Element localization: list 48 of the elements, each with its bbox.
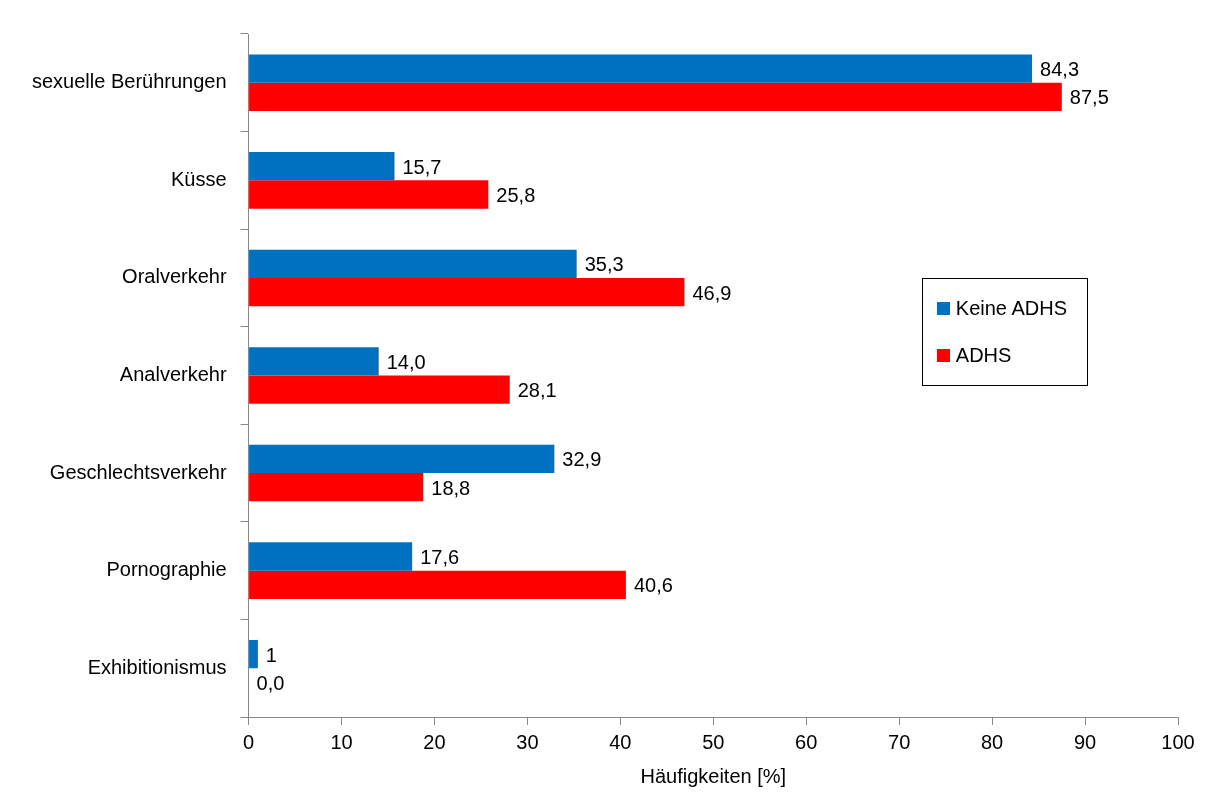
bar	[249, 82, 1062, 112]
x-tick-label: 80	[980, 730, 1004, 753]
data-label: 18,8	[431, 476, 471, 499]
bar	[249, 249, 577, 278]
bar	[249, 542, 413, 571]
y-tick-label: Pornographie	[106, 558, 227, 581]
bar	[249, 444, 555, 474]
y-tick-label: sexuelle Berührungen	[31, 70, 227, 93]
data-label: 0,0	[256, 671, 285, 694]
data-label: 40,6	[633, 574, 673, 597]
bar	[249, 473, 424, 502]
data-label: 17,6	[420, 546, 460, 569]
x-tick-label: 30	[516, 730, 539, 753]
x-tick-label: 90	[1073, 730, 1097, 753]
x-tick-label: 10	[330, 730, 353, 753]
y-tick-label: Oralverkehr	[122, 265, 227, 288]
bar	[249, 375, 510, 404]
x-tick-label: 60	[795, 730, 818, 753]
bar	[249, 639, 258, 669]
data-label: 1	[265, 643, 277, 666]
legend-label: ADHS	[955, 344, 1012, 367]
data-label: 84,3	[1040, 58, 1080, 81]
data-label: 14,0	[386, 350, 426, 373]
bar	[249, 180, 489, 209]
x-tick-label: 70	[888, 730, 911, 753]
y-tick-label: Analverkehr	[119, 363, 227, 386]
bar	[249, 277, 685, 307]
y-tick-label: Geschlechtsverkehr	[49, 460, 227, 483]
x-axis-title: Häufigkeiten [%]	[640, 764, 787, 787]
bar	[249, 152, 395, 181]
bar	[249, 54, 1033, 83]
bar	[249, 570, 626, 599]
data-label: 28,1	[517, 379, 557, 402]
y-tick-label: Küsse	[170, 167, 227, 190]
data-label: 35,3	[584, 253, 624, 276]
x-tick-label: 20	[423, 730, 446, 753]
x-tick-label: 40	[609, 730, 632, 753]
data-label: 25,8	[496, 184, 536, 207]
x-tick-label: 50	[702, 730, 725, 753]
x-tick-label: 100	[1161, 730, 1195, 753]
legend-label: Keine ADHS	[955, 297, 1067, 320]
x-tick-label: 0	[243, 730, 255, 753]
y-tick-label: Exhibitionismus	[87, 655, 227, 678]
bar	[249, 347, 379, 376]
data-label: 15,7	[402, 155, 442, 178]
data-label: 32,9	[562, 448, 602, 471]
data-label: 87,5	[1069, 86, 1109, 109]
data-label: 46,9	[692, 281, 732, 304]
